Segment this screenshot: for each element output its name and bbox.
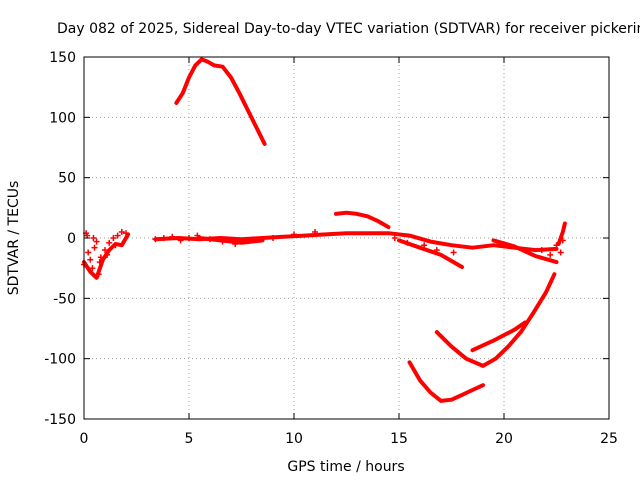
data-point — [433, 247, 440, 254]
x-tick-label: 10 — [285, 431, 303, 447]
data-point — [85, 249, 92, 256]
y-tick-label: 0 — [67, 231, 76, 247]
chart-title: Day 082 of 2025, Sidereal Day-to-day VTE… — [57, 21, 640, 37]
x-tick-label: 15 — [390, 431, 408, 447]
x-tick-label: 25 — [600, 431, 618, 447]
data-point — [207, 236, 213, 243]
data-point — [118, 228, 125, 235]
data-point — [87, 256, 94, 263]
data-point — [219, 238, 226, 245]
data-point — [102, 247, 108, 254]
series-arc-9 — [434, 272, 557, 368]
x-tick-label: 20 — [495, 431, 513, 447]
data-point — [547, 251, 554, 258]
series-arc-6 — [491, 238, 559, 265]
data-point — [538, 247, 545, 254]
data-point — [106, 239, 113, 246]
x-axis-label: GPS time / hours — [287, 459, 404, 475]
data-point — [152, 236, 159, 243]
data-point — [97, 254, 104, 261]
data-point — [95, 271, 102, 278]
data-point — [90, 235, 97, 241]
data-point — [312, 228, 318, 235]
y-axis-label: SDTVAR / TECUs — [6, 181, 22, 296]
data-point — [232, 241, 239, 248]
data-point — [104, 251, 111, 258]
series-layer — [82, 57, 567, 403]
data-point — [110, 235, 117, 241]
series-arc-10 — [470, 320, 527, 353]
scatter-layer — [81, 228, 566, 278]
data-point — [421, 242, 428, 249]
tick-layer: 0 5 10 15 20 25 -150 -100 -50 0 50 100 150 — [44, 50, 618, 447]
y-tick-label: -50 — [53, 291, 76, 307]
data-point — [404, 239, 411, 246]
y-tick-label: -150 — [44, 412, 76, 428]
data-point — [450, 249, 457, 256]
data-point — [177, 237, 184, 244]
series-arc-1 — [174, 57, 267, 146]
series-arc-3 — [153, 231, 559, 253]
data-point — [91, 244, 98, 251]
data-point — [557, 249, 564, 256]
data-point — [112, 242, 119, 249]
data-point — [553, 242, 560, 249]
data-point — [249, 237, 255, 244]
series-arc-5 — [397, 238, 464, 269]
series-arc-8 — [407, 360, 485, 403]
data-point — [114, 232, 121, 239]
data-point — [93, 238, 100, 245]
x-tick-label: 0 — [80, 431, 89, 447]
data-point — [194, 232, 201, 239]
data-point — [169, 233, 176, 240]
series-arc-2 — [334, 210, 391, 230]
y-tick-label: 50 — [58, 171, 76, 187]
y-tick-label: -100 — [44, 352, 76, 368]
data-point — [291, 231, 297, 238]
data-point — [391, 235, 398, 241]
data-point — [96, 259, 103, 266]
data-point — [123, 230, 129, 237]
y-tick-label: 150 — [49, 50, 76, 66]
data-point — [270, 235, 276, 241]
series-arc-7 — [82, 232, 131, 280]
data-point — [160, 235, 167, 241]
y-tick-label: 100 — [49, 110, 76, 126]
data-point — [559, 237, 566, 244]
x-tick-label: 5 — [185, 431, 194, 447]
data-point — [89, 265, 96, 272]
data-point — [186, 235, 192, 241]
